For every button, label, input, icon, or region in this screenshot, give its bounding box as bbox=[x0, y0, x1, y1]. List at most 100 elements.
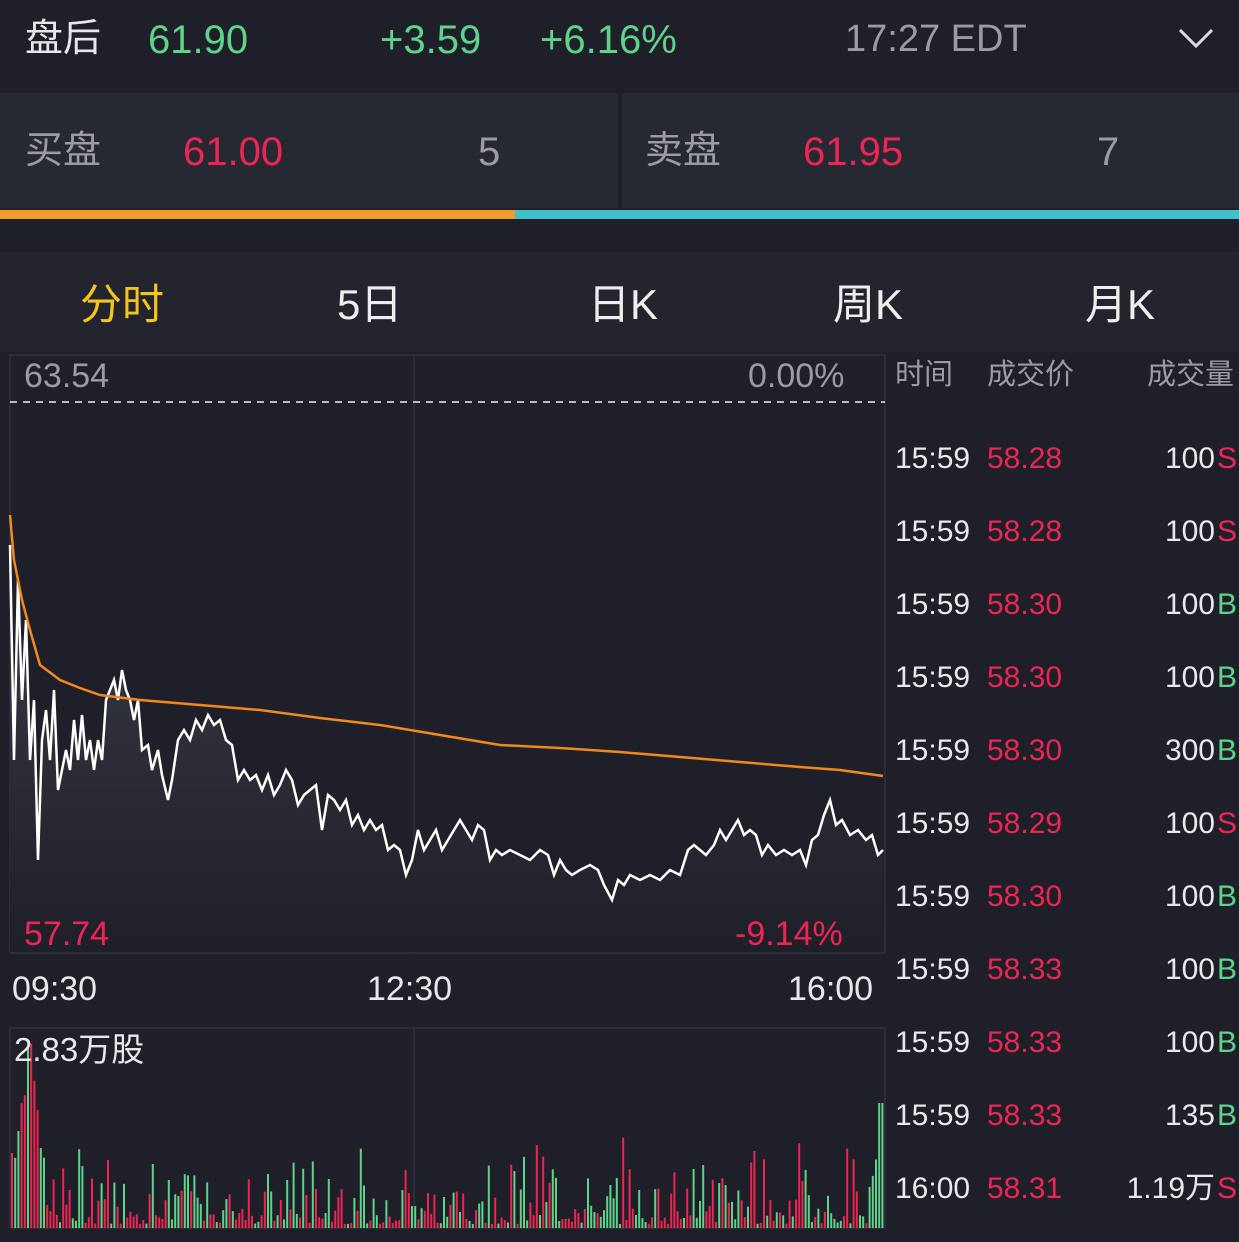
volume-bar bbox=[193, 1175, 196, 1228]
volume-bar bbox=[772, 1220, 775, 1228]
trade-side: B bbox=[1216, 588, 1237, 621]
volume-bar bbox=[516, 1223, 519, 1228]
volume-bar bbox=[727, 1202, 730, 1228]
volume-bar bbox=[731, 1201, 733, 1228]
volume-bar bbox=[782, 1215, 785, 1228]
volume-bar bbox=[580, 1222, 583, 1228]
volume-bar bbox=[795, 1199, 797, 1228]
volume-bar bbox=[622, 1137, 625, 1228]
volume-max: 2.83万股 bbox=[14, 1031, 145, 1068]
price-area bbox=[10, 545, 883, 952]
volume-bar bbox=[183, 1174, 186, 1228]
trade-side: B bbox=[1216, 734, 1237, 767]
volume-bar bbox=[715, 1222, 717, 1228]
volume-bar bbox=[878, 1103, 881, 1228]
volume-bar bbox=[574, 1209, 577, 1228]
volume-bar bbox=[311, 1161, 314, 1228]
trade-price: 58.30 bbox=[987, 734, 1063, 767]
expand-chevron[interactable] bbox=[1178, 28, 1214, 49]
volume-bar bbox=[52, 1179, 55, 1228]
volume-bar bbox=[315, 1189, 317, 1228]
trade-price: 58.30 bbox=[987, 588, 1063, 621]
volume-bar bbox=[132, 1216, 135, 1228]
volume-bar bbox=[635, 1214, 637, 1228]
volume-bar bbox=[372, 1198, 375, 1228]
volume-bar bbox=[830, 1213, 833, 1228]
volume-bar bbox=[135, 1214, 138, 1228]
volume-bar bbox=[71, 1218, 74, 1228]
volume-bar bbox=[209, 1214, 212, 1228]
volume-bar bbox=[375, 1215, 378, 1228]
volume-bar bbox=[737, 1190, 740, 1228]
volume-bar bbox=[75, 1220, 77, 1228]
volume-bar bbox=[382, 1222, 385, 1228]
tab[interactable]: 分时 bbox=[80, 281, 165, 328]
trade-price: 58.28 bbox=[987, 515, 1063, 548]
volume-bar bbox=[583, 1208, 586, 1228]
volume-bar bbox=[500, 1217, 503, 1228]
volume-bar bbox=[302, 1168, 305, 1228]
volume-bar bbox=[759, 1222, 762, 1228]
volume-bar bbox=[369, 1220, 372, 1228]
volume-bar bbox=[279, 1200, 282, 1228]
time: 17:27 EDT bbox=[845, 18, 1027, 60]
volume-bar bbox=[292, 1162, 295, 1228]
tab[interactable]: 月K bbox=[1085, 281, 1156, 328]
volume-bar bbox=[587, 1178, 589, 1228]
volume-bar bbox=[788, 1200, 791, 1228]
volume-bar bbox=[695, 1217, 698, 1228]
bid-price: 61.00 bbox=[183, 130, 284, 174]
volume-bar bbox=[433, 1194, 436, 1228]
volume-bar bbox=[561, 1219, 564, 1228]
volume-bar bbox=[267, 1173, 269, 1228]
volume-bar bbox=[55, 1214, 58, 1228]
tab[interactable]: 5日 bbox=[337, 281, 403, 328]
tab[interactable]: 日K bbox=[588, 281, 659, 328]
trade-side: S bbox=[1216, 442, 1237, 475]
volume-bar bbox=[846, 1148, 849, 1228]
volume-bar bbox=[628, 1169, 631, 1228]
volume-bar bbox=[647, 1223, 650, 1228]
trade-side: S bbox=[1216, 807, 1237, 840]
volume-bar bbox=[423, 1210, 426, 1228]
volume-bar bbox=[33, 1080, 36, 1228]
volume-bar bbox=[571, 1221, 573, 1228]
volume-bar bbox=[455, 1191, 458, 1228]
volume-bar bbox=[331, 1221, 333, 1228]
ask-label: 卖盘 bbox=[645, 130, 722, 172]
volume-bar bbox=[87, 1217, 90, 1228]
volume-bar bbox=[452, 1192, 455, 1228]
volume-bar bbox=[807, 1195, 810, 1228]
volume-bar bbox=[427, 1193, 429, 1228]
volume-bar bbox=[295, 1213, 298, 1228]
volume-bar bbox=[353, 1197, 356, 1228]
volume-bar bbox=[526, 1220, 529, 1228]
volume-bar bbox=[487, 1165, 490, 1228]
trade-volume: 100 bbox=[1164, 588, 1215, 621]
volume-bar bbox=[39, 1148, 42, 1228]
volume-bar bbox=[859, 1215, 861, 1228]
volume-bar bbox=[46, 1205, 49, 1228]
volume-bar bbox=[270, 1191, 273, 1228]
volume-bar bbox=[801, 1180, 804, 1228]
trade-price: 58.30 bbox=[987, 661, 1063, 694]
tab[interactable]: 周K bbox=[833, 281, 904, 328]
volume-bar bbox=[379, 1223, 381, 1228]
trade-price: 58.33 bbox=[987, 953, 1063, 986]
volume-bar bbox=[507, 1222, 509, 1228]
volume-bar bbox=[657, 1188, 660, 1228]
volume-bar bbox=[599, 1216, 602, 1228]
trade-side: B bbox=[1216, 880, 1237, 913]
volume-bar bbox=[238, 1213, 241, 1228]
volume-bar bbox=[436, 1222, 439, 1228]
volume-bar bbox=[465, 1218, 468, 1228]
volume-bar bbox=[443, 1196, 445, 1228]
volume-bar bbox=[641, 1218, 644, 1228]
volume-bar bbox=[769, 1200, 772, 1228]
volume-bar bbox=[836, 1222, 839, 1228]
volume-bar bbox=[667, 1223, 669, 1228]
volume-bar bbox=[462, 1193, 465, 1228]
bid-bar bbox=[0, 210, 515, 219]
ask-bar bbox=[515, 210, 1239, 219]
